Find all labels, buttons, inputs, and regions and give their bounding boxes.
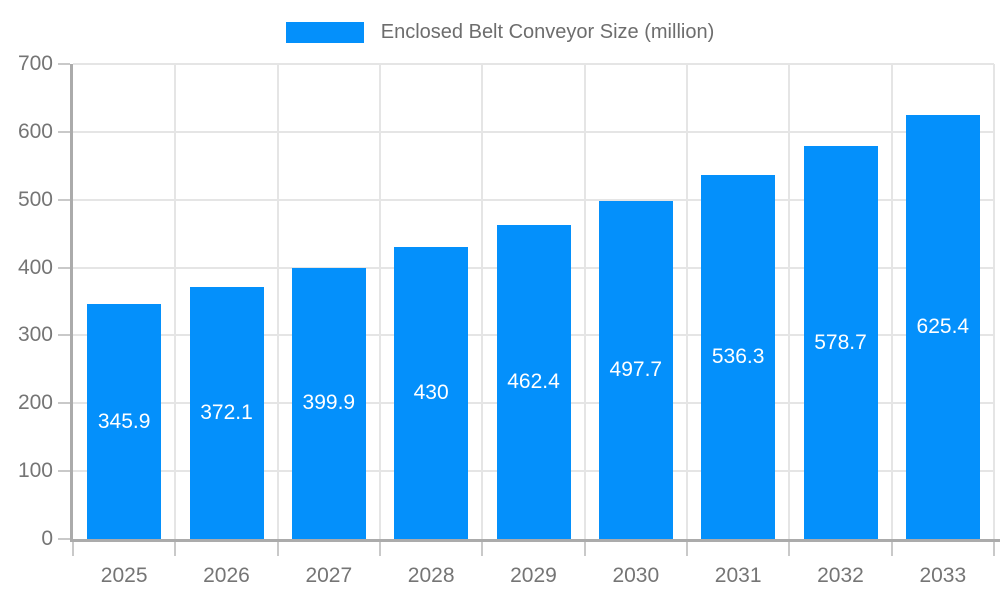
bar-2029: 462.4	[496, 225, 571, 539]
gridline-vertical	[174, 64, 177, 539]
gridline-vertical	[379, 64, 381, 539]
x-axis-tick	[174, 542, 177, 556]
x-axis-tick	[686, 542, 688, 556]
x-axis-tick-label: 2032	[817, 564, 864, 587]
x-axis-tick-label: 2027	[305, 564, 353, 587]
bar-value-label: 462.4	[507, 370, 560, 394]
x-axis-tick-label: 2026	[203, 564, 250, 587]
legend-swatch	[285, 21, 364, 43]
gridline-vertical	[890, 64, 893, 539]
y-axis-tick	[58, 266, 70, 269]
x-axis-tick	[276, 542, 279, 556]
y-axis-tick-label: 500	[17, 187, 53, 211]
bar-value-label: 497.7	[609, 358, 663, 382]
bar-2026: 372.1	[189, 286, 264, 539]
x-axis-tick	[72, 542, 74, 556]
legend-label: Enclosed Belt Conveyor Size (million)	[380, 21, 715, 43]
bar-2027: 399.9	[291, 267, 366, 539]
x-axis-tick	[379, 542, 381, 556]
y-axis-tick	[58, 402, 70, 405]
x-axis-tick-label: 2031	[714, 564, 762, 587]
gridline-horizontal	[73, 130, 994, 133]
legend: Enclosed Belt Conveyor Size (million)	[0, 20, 1000, 44]
x-axis-tick	[583, 542, 586, 556]
bar-2025: 345.9	[87, 304, 162, 539]
x-axis-tick-label: 2028	[407, 564, 455, 587]
gridline-horizontal	[73, 198, 994, 201]
bar-2030: 497.7	[598, 201, 673, 539]
gridline-vertical	[788, 64, 791, 539]
y-axis-tick	[58, 538, 70, 540]
y-axis-tick	[58, 63, 70, 65]
gridline-vertical	[276, 64, 279, 539]
y-axis-tick-label: 300	[17, 323, 53, 347]
y-axis-tick	[58, 334, 70, 337]
bar-value-label: 430	[413, 381, 449, 405]
y-axis-tick	[58, 130, 70, 133]
x-axis-tick	[890, 542, 893, 556]
y-axis-tick-label: 700	[17, 52, 53, 75]
x-axis-tick-label: 2029	[510, 564, 557, 587]
y-axis-tick-label: 100	[17, 459, 53, 483]
y-axis-tick-label: 200	[17, 391, 53, 415]
y-axis-tick	[58, 198, 70, 201]
bar-2031: 536.3	[701, 175, 776, 539]
x-axis-line	[70, 539, 1000, 542]
bar-2033: 625.4	[905, 114, 980, 539]
x-axis-tick	[481, 542, 484, 556]
bar-value-label: 345.9	[97, 409, 151, 433]
bar-2028: 430	[394, 247, 469, 539]
x-axis-tick	[993, 542, 995, 556]
bar-value-label: 372.1	[200, 400, 253, 424]
x-axis-tick-label: 2033	[919, 564, 967, 587]
bar-value-label: 536.3	[711, 345, 765, 369]
gridline-vertical	[686, 64, 688, 539]
y-axis-tick-label: 0	[41, 527, 53, 550]
y-axis-tick-label: 400	[17, 255, 53, 279]
y-axis-tick-label: 600	[17, 119, 53, 143]
gridline-vertical	[993, 64, 995, 539]
bar-value-label: 399.9	[302, 391, 356, 415]
x-axis-tick-label: 2030	[612, 564, 660, 587]
y-axis-tick	[58, 470, 70, 473]
y-axis-line	[70, 64, 73, 542]
x-axis-tick	[788, 542, 791, 556]
x-axis-tick-label: 2025	[100, 564, 148, 587]
gridline-vertical	[583, 64, 586, 539]
bar-value-label: 578.7	[814, 330, 867, 354]
bar-2032: 578.7	[803, 146, 878, 539]
gridline-vertical	[481, 64, 484, 539]
bar-value-label: 625.4	[916, 314, 970, 338]
gridline-horizontal	[73, 63, 994, 65]
